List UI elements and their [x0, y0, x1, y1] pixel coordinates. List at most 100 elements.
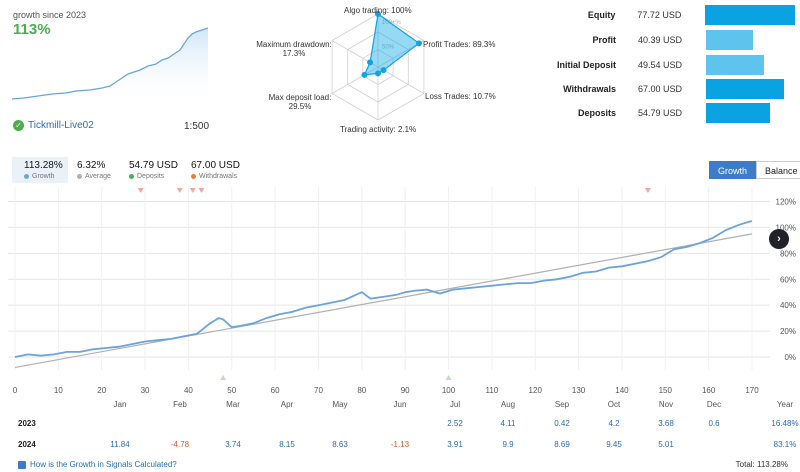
- total-growth: Total: 113.28%: [735, 460, 788, 469]
- month-value-cell: 5.01: [658, 440, 674, 449]
- stat-bar: [704, 5, 795, 25]
- x-tick-label: 150: [659, 386, 673, 395]
- month-header-row: Jan Feb Mar Apr May Jun Jul Aug Sep Oct Nov Dec Year: [0, 396, 800, 414]
- x-tick-label: 70: [314, 386, 323, 395]
- deposit-marker[interactable]: [176, 188, 183, 193]
- summary-average-value: 6.32%: [77, 160, 106, 171]
- deposit-marker[interactable]: [137, 188, 144, 193]
- stat-value: 49.54 USD: [638, 60, 683, 70]
- x-tick-label: 20: [97, 386, 106, 395]
- month-value-cell: 0.42: [554, 419, 570, 428]
- month-header: Dec: [706, 400, 722, 409]
- summary-deposits-value: 54.79 USD: [129, 160, 178, 171]
- summary-average[interactable]: 6.32% Average: [77, 160, 111, 180]
- x-tick-label: 120: [529, 386, 543, 395]
- y-tick-label: 100%: [776, 223, 796, 232]
- month-value-cell: 9.45: [606, 440, 622, 449]
- radar-point: [375, 70, 381, 77]
- growth-chart: 120% 100% 80% 60% 40% 20% 0% 0 10 20 30 40 50 60 70 80 9…: [8, 187, 796, 395]
- summary-growth-value: 113.28%: [24, 160, 63, 171]
- radar-point: [415, 40, 422, 47]
- summary-deposits[interactable]: 54.79 USD Deposits: [129, 160, 178, 180]
- stat-value: 67.00 USD: [638, 84, 683, 94]
- growth-calc-link-label[interactable]: How is the Growth in Signals Calculated?: [30, 460, 177, 469]
- month-value-cell: 8.15: [279, 440, 295, 449]
- radar-label-max-deposit-load-title: Max deposit load:: [268, 93, 332, 102]
- summary-withdrawals[interactable]: 67.00 USD Withdrawals: [191, 160, 240, 180]
- month-header: Nov: [658, 400, 674, 409]
- radar-label-max-deposit-load-value: 29.5%: [288, 102, 312, 111]
- radar-chart: 100+% 50%: [331, 11, 425, 121]
- x-tick-label: 160: [702, 386, 716, 395]
- x-tick-label: 30: [141, 386, 150, 395]
- x-tick-label: 60: [271, 386, 280, 395]
- stat-bar: [706, 30, 753, 50]
- radar-point: [367, 59, 374, 66]
- next-chart-button[interactable]: ›: [769, 229, 789, 249]
- x-tick-label: 170: [745, 386, 759, 395]
- withdrawal-marker[interactable]: [220, 375, 227, 380]
- stat-name: Equity: [587, 10, 616, 20]
- stat-row: Initial Deposit 49.54 USD: [540, 54, 795, 76]
- verified-check-icon: ✓: [13, 120, 24, 131]
- month-value-cell: -1.13: [390, 440, 410, 449]
- summary-growth-highlight: [12, 157, 68, 183]
- account-name[interactable]: ✓ Tickmill-Live02: [13, 120, 94, 131]
- stat-name: Initial Deposit: [556, 60, 616, 70]
- month-value-cell: 0.6: [708, 419, 720, 428]
- year-label: 2024: [18, 440, 36, 449]
- stat-bar: [706, 79, 784, 99]
- month-header: May: [332, 400, 348, 409]
- stat-bar: [706, 55, 764, 75]
- year-row: 2024 11.84 -4.78 3.74 8.15 8.63 -1.13 3.91 9.9 8.…: [0, 436, 800, 454]
- stat-name: Deposits: [577, 108, 616, 118]
- stat-row: Deposits 54.79 USD: [540, 102, 795, 124]
- month-header: Jul: [449, 400, 461, 409]
- month-value-cell: 2.52: [447, 419, 463, 428]
- year-row: 2023 2.52 4.11 0.42 4.2 3.68 0.6 16.48%: [0, 415, 800, 433]
- deposit-marker[interactable]: [644, 188, 651, 193]
- month-header: Aug: [500, 400, 516, 409]
- month-value-cell: 8.69: [554, 440, 570, 449]
- summary-average-label: Average: [85, 173, 111, 180]
- y-tick-label: 40%: [780, 301, 796, 310]
- summary-growth-label: Growth: [32, 173, 55, 180]
- x-tick-label: 130: [572, 386, 586, 395]
- radar-label-profit-trades: Profit Trades: 89.3%: [423, 40, 496, 49]
- month-value-cell: 8.63: [332, 440, 348, 449]
- year-total-cell: 16.48%: [771, 419, 799, 428]
- deposit-marker[interactable]: [189, 188, 196, 193]
- month-header: Jan: [113, 400, 127, 409]
- month-header: Apr: [280, 400, 294, 409]
- account-name-label[interactable]: Tickmill-Live02: [28, 120, 94, 131]
- radar-label-max-drawdown-title: Maximum drawdown:: [256, 40, 332, 49]
- y-tick-label: 120%: [776, 197, 796, 206]
- radar-label-max-drawdown-value: 17.3%: [282, 49, 306, 58]
- month-header: Year: [776, 400, 794, 409]
- summary-deposits-label: Deposits: [137, 173, 165, 180]
- growth-calc-link[interactable]: How is the Growth in Signals Calculated?: [18, 460, 177, 469]
- y-tick-label: 80%: [780, 249, 796, 258]
- month-header: Oct: [607, 400, 621, 409]
- year-total-cell: 83.1%: [773, 440, 797, 449]
- x-tick-label: 140: [615, 386, 629, 395]
- deposit-marker[interactable]: [198, 188, 205, 193]
- stat-value: 54.79 USD: [638, 108, 683, 118]
- month-value-cell: 11.84: [110, 440, 130, 449]
- x-tick-label: 90: [401, 386, 410, 395]
- summary-growth[interactable]: 113.28% Growth: [24, 160, 63, 180]
- withdrawals-dot-icon: [191, 174, 196, 179]
- withdrawal-marker[interactable]: [445, 375, 452, 380]
- month-value-cell: 3.74: [225, 440, 241, 449]
- chevron-right-icon: ›: [777, 233, 781, 245]
- stat-value: 40.39 USD: [638, 35, 683, 45]
- radar-label-max-deposit-load: Max deposit load: 29.5%: [268, 93, 332, 111]
- tab-growth[interactable]: Growth: [709, 161, 757, 179]
- month-value-cell: 9.9: [502, 440, 514, 449]
- tab-balance[interactable]: Balance: [756, 161, 800, 179]
- growth-dot-icon: [24, 174, 29, 179]
- summary-withdrawals-value: 67.00 USD: [191, 160, 240, 171]
- deposits-dot-icon: [129, 174, 134, 179]
- stat-row: Profit 40.39 USD: [540, 29, 795, 51]
- radar-label-max-drawdown: Maximum drawdown: 17.3%: [254, 40, 334, 58]
